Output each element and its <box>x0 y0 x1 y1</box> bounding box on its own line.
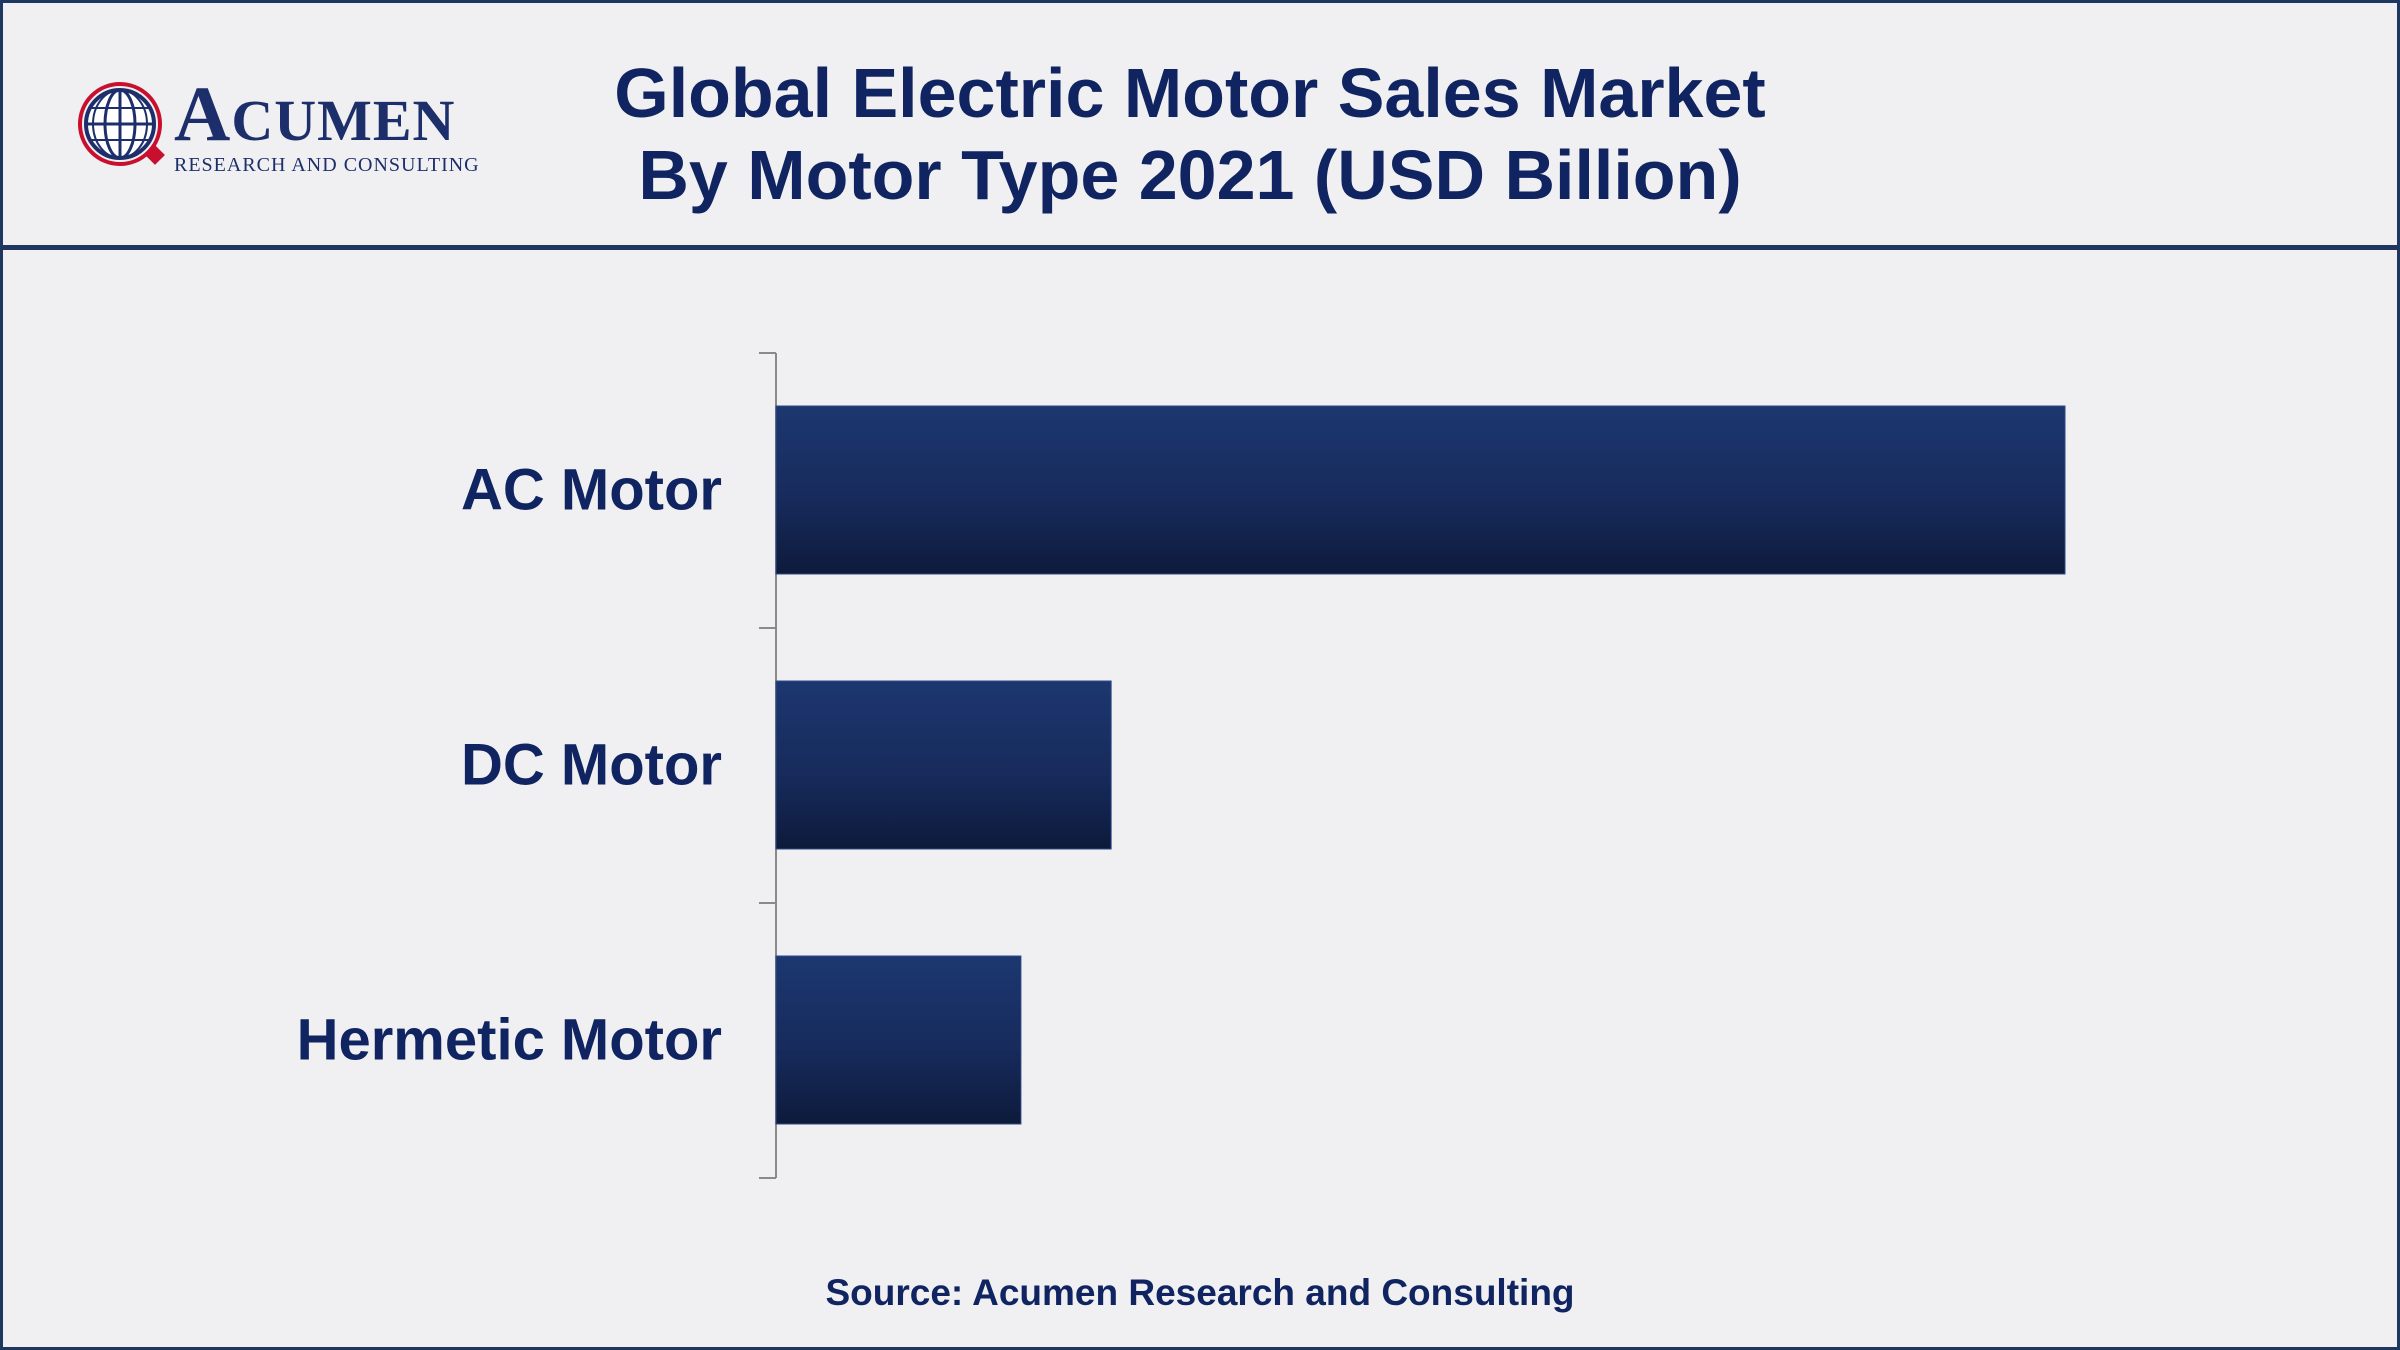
category-label: AC Motor <box>461 458 722 523</box>
category-label: Hermetic Motor <box>297 1008 722 1073</box>
bar-chart: AC Motor DC Motor Hermetic Motor <box>297 352 2066 1179</box>
chart-title-line-1: Global Electric Motor Sales Market <box>614 54 1766 132</box>
chart-title-line-2: By Motor Type 2021 (USD Billion) <box>638 136 1742 214</box>
bar-dc-motor <box>775 680 1112 850</box>
source-note: Source: Acumen Research and Consulting <box>825 1272 1575 1313</box>
bar-hermetic-motor <box>775 955 1022 1125</box>
globe-icon <box>78 82 165 166</box>
bar-ac-motor <box>775 405 2066 575</box>
logo-subtitle: RESEARCH AND CONSULTING <box>174 154 480 176</box>
category-label: DC Motor <box>461 733 722 798</box>
logo-wordmark: ACUMEN <box>174 70 456 157</box>
acumen-logo: ACUMEN RESEARCH AND CONSULTING <box>74 72 494 182</box>
chart-title: Global Electric Motor Sales Market By Mo… <box>540 52 1840 216</box>
header: ACUMEN RESEARCH AND CONSULTING Global El… <box>0 0 2400 250</box>
